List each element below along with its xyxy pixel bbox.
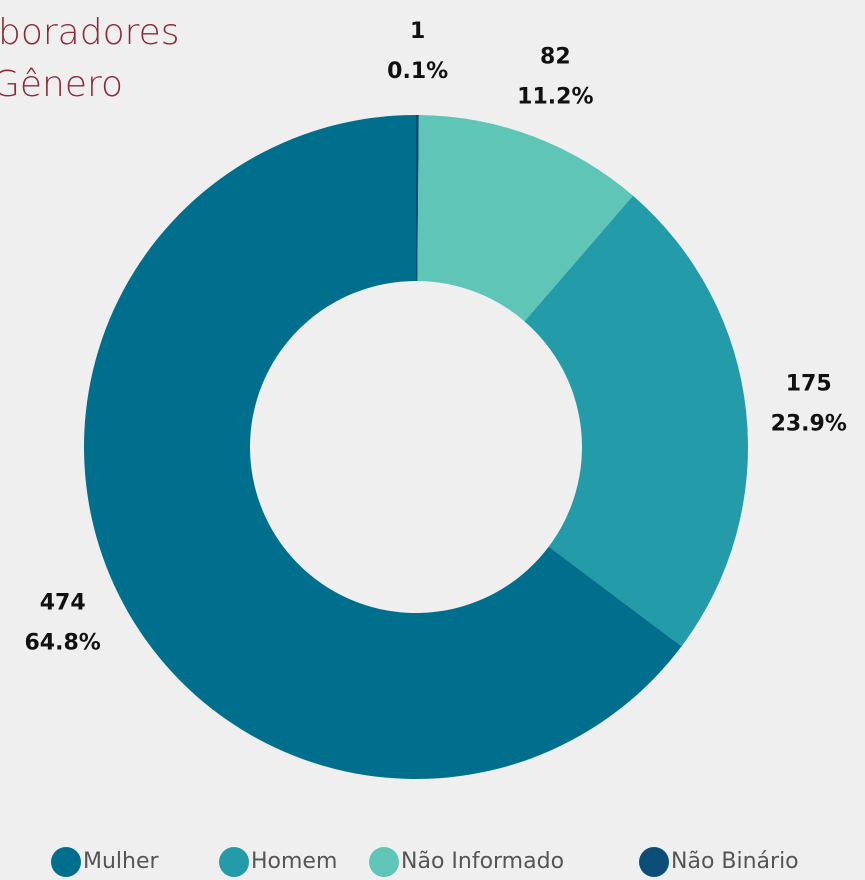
chart-title: Gênero <box>0 64 123 105</box>
legend-swatch <box>219 847 249 877</box>
legend-label: Mulher <box>83 849 160 874</box>
donut-slice <box>417 115 634 322</box>
donut-slice <box>416 115 419 282</box>
legend-swatch <box>51 847 81 877</box>
donut-slice <box>83 115 682 780</box>
chart-title: boradores <box>0 12 180 53</box>
legend-label: Homem <box>251 849 337 874</box>
percent-label: 11.2% <box>517 84 593 109</box>
value-label: 1 <box>410 19 425 44</box>
value-label: 82 <box>540 44 571 69</box>
value-label: 474 <box>40 591 86 616</box>
legend-swatch <box>369 847 399 877</box>
percent-label: 0.1% <box>387 59 448 84</box>
value-label: 175 <box>786 372 832 397</box>
percent-label: 23.9% <box>771 412 847 437</box>
legend-label: Não Binário <box>671 849 799 874</box>
donut-slice <box>524 195 748 647</box>
legend-label: Não Informado <box>401 849 564 874</box>
legend-swatch <box>639 847 669 877</box>
percent-label: 64.8% <box>25 631 101 656</box>
